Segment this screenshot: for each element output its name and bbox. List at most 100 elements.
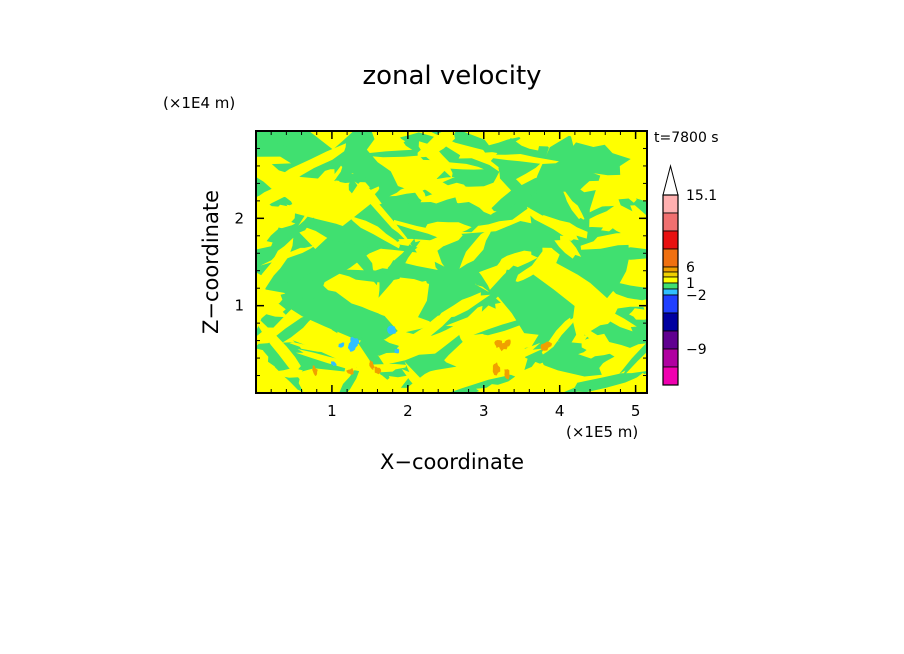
colorbar-segment — [662, 230, 679, 250]
colorbar-segment — [662, 271, 679, 278]
x-axis-ticks: 1 2 3 4 5 — [270, 131, 641, 420]
contour-streak-negative — [440, 239, 492, 294]
x-tick-label: 3 — [479, 402, 489, 420]
contour-streak-positive — [515, 259, 546, 282]
x-tick-label: 5 — [631, 402, 641, 420]
contour-streak-negative — [573, 353, 616, 372]
contour-streak-negative — [574, 205, 615, 224]
contour-streak-positive — [389, 177, 455, 197]
contour-streak-positive — [256, 320, 301, 372]
contour-streak-positive — [380, 280, 428, 302]
y-axis-ticks: 12 — [234, 147, 647, 377]
contour-streak-negative — [448, 374, 516, 393]
colorbar-segment — [662, 294, 679, 314]
contour-streak-positive — [346, 214, 400, 249]
contour-streak-positive — [276, 368, 304, 378]
contour-streak-negative — [316, 278, 351, 321]
contour-spot-negative — [387, 325, 397, 335]
colorbar-segment — [662, 266, 679, 273]
contour-streak-positive — [563, 191, 585, 220]
contour-streak-negative — [605, 282, 647, 301]
contour-fill-layer — [256, 131, 647, 393]
contour-streak-positive — [356, 363, 407, 374]
contour-streak-positive — [557, 131, 594, 140]
colorbar-segment — [662, 194, 679, 214]
plot-frame — [255, 130, 648, 394]
colorbar-frame — [662, 194, 679, 386]
contour-streak-negative — [408, 206, 479, 222]
contour-streak-positive — [257, 237, 294, 292]
contour-streak-negative — [487, 235, 578, 249]
contour-spot-positive — [499, 342, 509, 352]
contour-streak-positive — [424, 231, 463, 248]
time-label: t=7800 s — [654, 130, 719, 146]
contour-streak-negative — [473, 316, 539, 336]
x-unit-label: (×1E5 m) — [566, 423, 638, 441]
contour-streak-positive — [289, 342, 330, 353]
contour-streak-positive — [617, 177, 637, 203]
contour-region-negative — [321, 131, 375, 169]
contour-streak-positive — [256, 298, 289, 318]
contour-streak-positive — [295, 349, 364, 372]
colorbar-segment — [662, 288, 679, 296]
contour-streak-positive — [624, 372, 647, 393]
colorbar-segment — [662, 312, 679, 332]
contour-streak-negative — [498, 165, 537, 205]
contour-region-negative — [569, 142, 631, 176]
contour-spot-positive — [312, 365, 318, 377]
colorbar-segment — [662, 330, 679, 350]
contour-streak-negative — [334, 269, 400, 283]
contour-spot-positive — [369, 359, 375, 371]
contour-streak-negative — [291, 213, 381, 249]
contour-streak-negative — [478, 193, 539, 226]
contour-streak-negative — [339, 367, 360, 393]
contour-streak-positive — [629, 205, 647, 234]
colorbar-segment — [662, 366, 679, 386]
colorbar: 15.1 61−2 −9 — [662, 164, 717, 386]
contour-spot-positive — [374, 366, 382, 375]
contour-streak-positive — [573, 324, 622, 361]
contour-streak-positive — [310, 169, 337, 195]
contour-spot-positive — [346, 368, 354, 375]
contour-streak-positive — [483, 154, 559, 164]
contour-spot-negative — [347, 341, 359, 352]
colorbar-segment — [662, 348, 679, 368]
contour-streak-positive — [335, 180, 356, 210]
contour-streak-positive — [420, 182, 469, 204]
colorbar-level-label: 15.1 — [686, 188, 717, 204]
contour-streak-negative — [296, 286, 338, 334]
y-tick-label: 2 — [234, 209, 244, 227]
contour-streak-negative — [348, 156, 372, 194]
y-unit-label: (×1E4 m) — [163, 94, 235, 112]
contour-streak-positive — [405, 175, 426, 203]
contour-spot-negative — [338, 342, 345, 348]
contour-streak-positive — [395, 309, 458, 354]
colorbar-segment — [662, 248, 679, 268]
colorbar-segment — [662, 212, 679, 232]
contour-streak-positive — [256, 179, 296, 212]
colorbar-segment — [662, 276, 679, 284]
contour-streak-positive — [361, 381, 406, 393]
contour-streak-positive — [272, 143, 346, 185]
contour-streak-negative — [267, 278, 305, 299]
contour-streak-negative — [256, 138, 298, 157]
colorbar-level-label: 1 — [686, 276, 695, 292]
contour-streak-positive — [512, 362, 546, 393]
colorbar-level-label: −9 — [686, 342, 707, 358]
contour-streak-positive — [583, 302, 637, 332]
contour-streak-positive — [515, 133, 549, 151]
contour-streak-negative — [561, 370, 647, 393]
contour-streak-positive — [554, 235, 582, 259]
contour-streak-positive — [629, 308, 647, 320]
contour-streak-positive — [354, 181, 412, 247]
colorbar-level-label: 6 — [686, 260, 695, 276]
x-tick-label: 2 — [403, 402, 413, 420]
contour-streak-positive — [256, 384, 295, 393]
contour-streak-negative — [359, 338, 402, 356]
chart-title: zonal velocity — [362, 61, 541, 91]
contour-streak-positive — [580, 232, 647, 250]
contour-streak-negative — [524, 303, 568, 370]
contour-spot-positive — [540, 341, 553, 351]
contour-streak-negative — [343, 303, 386, 318]
